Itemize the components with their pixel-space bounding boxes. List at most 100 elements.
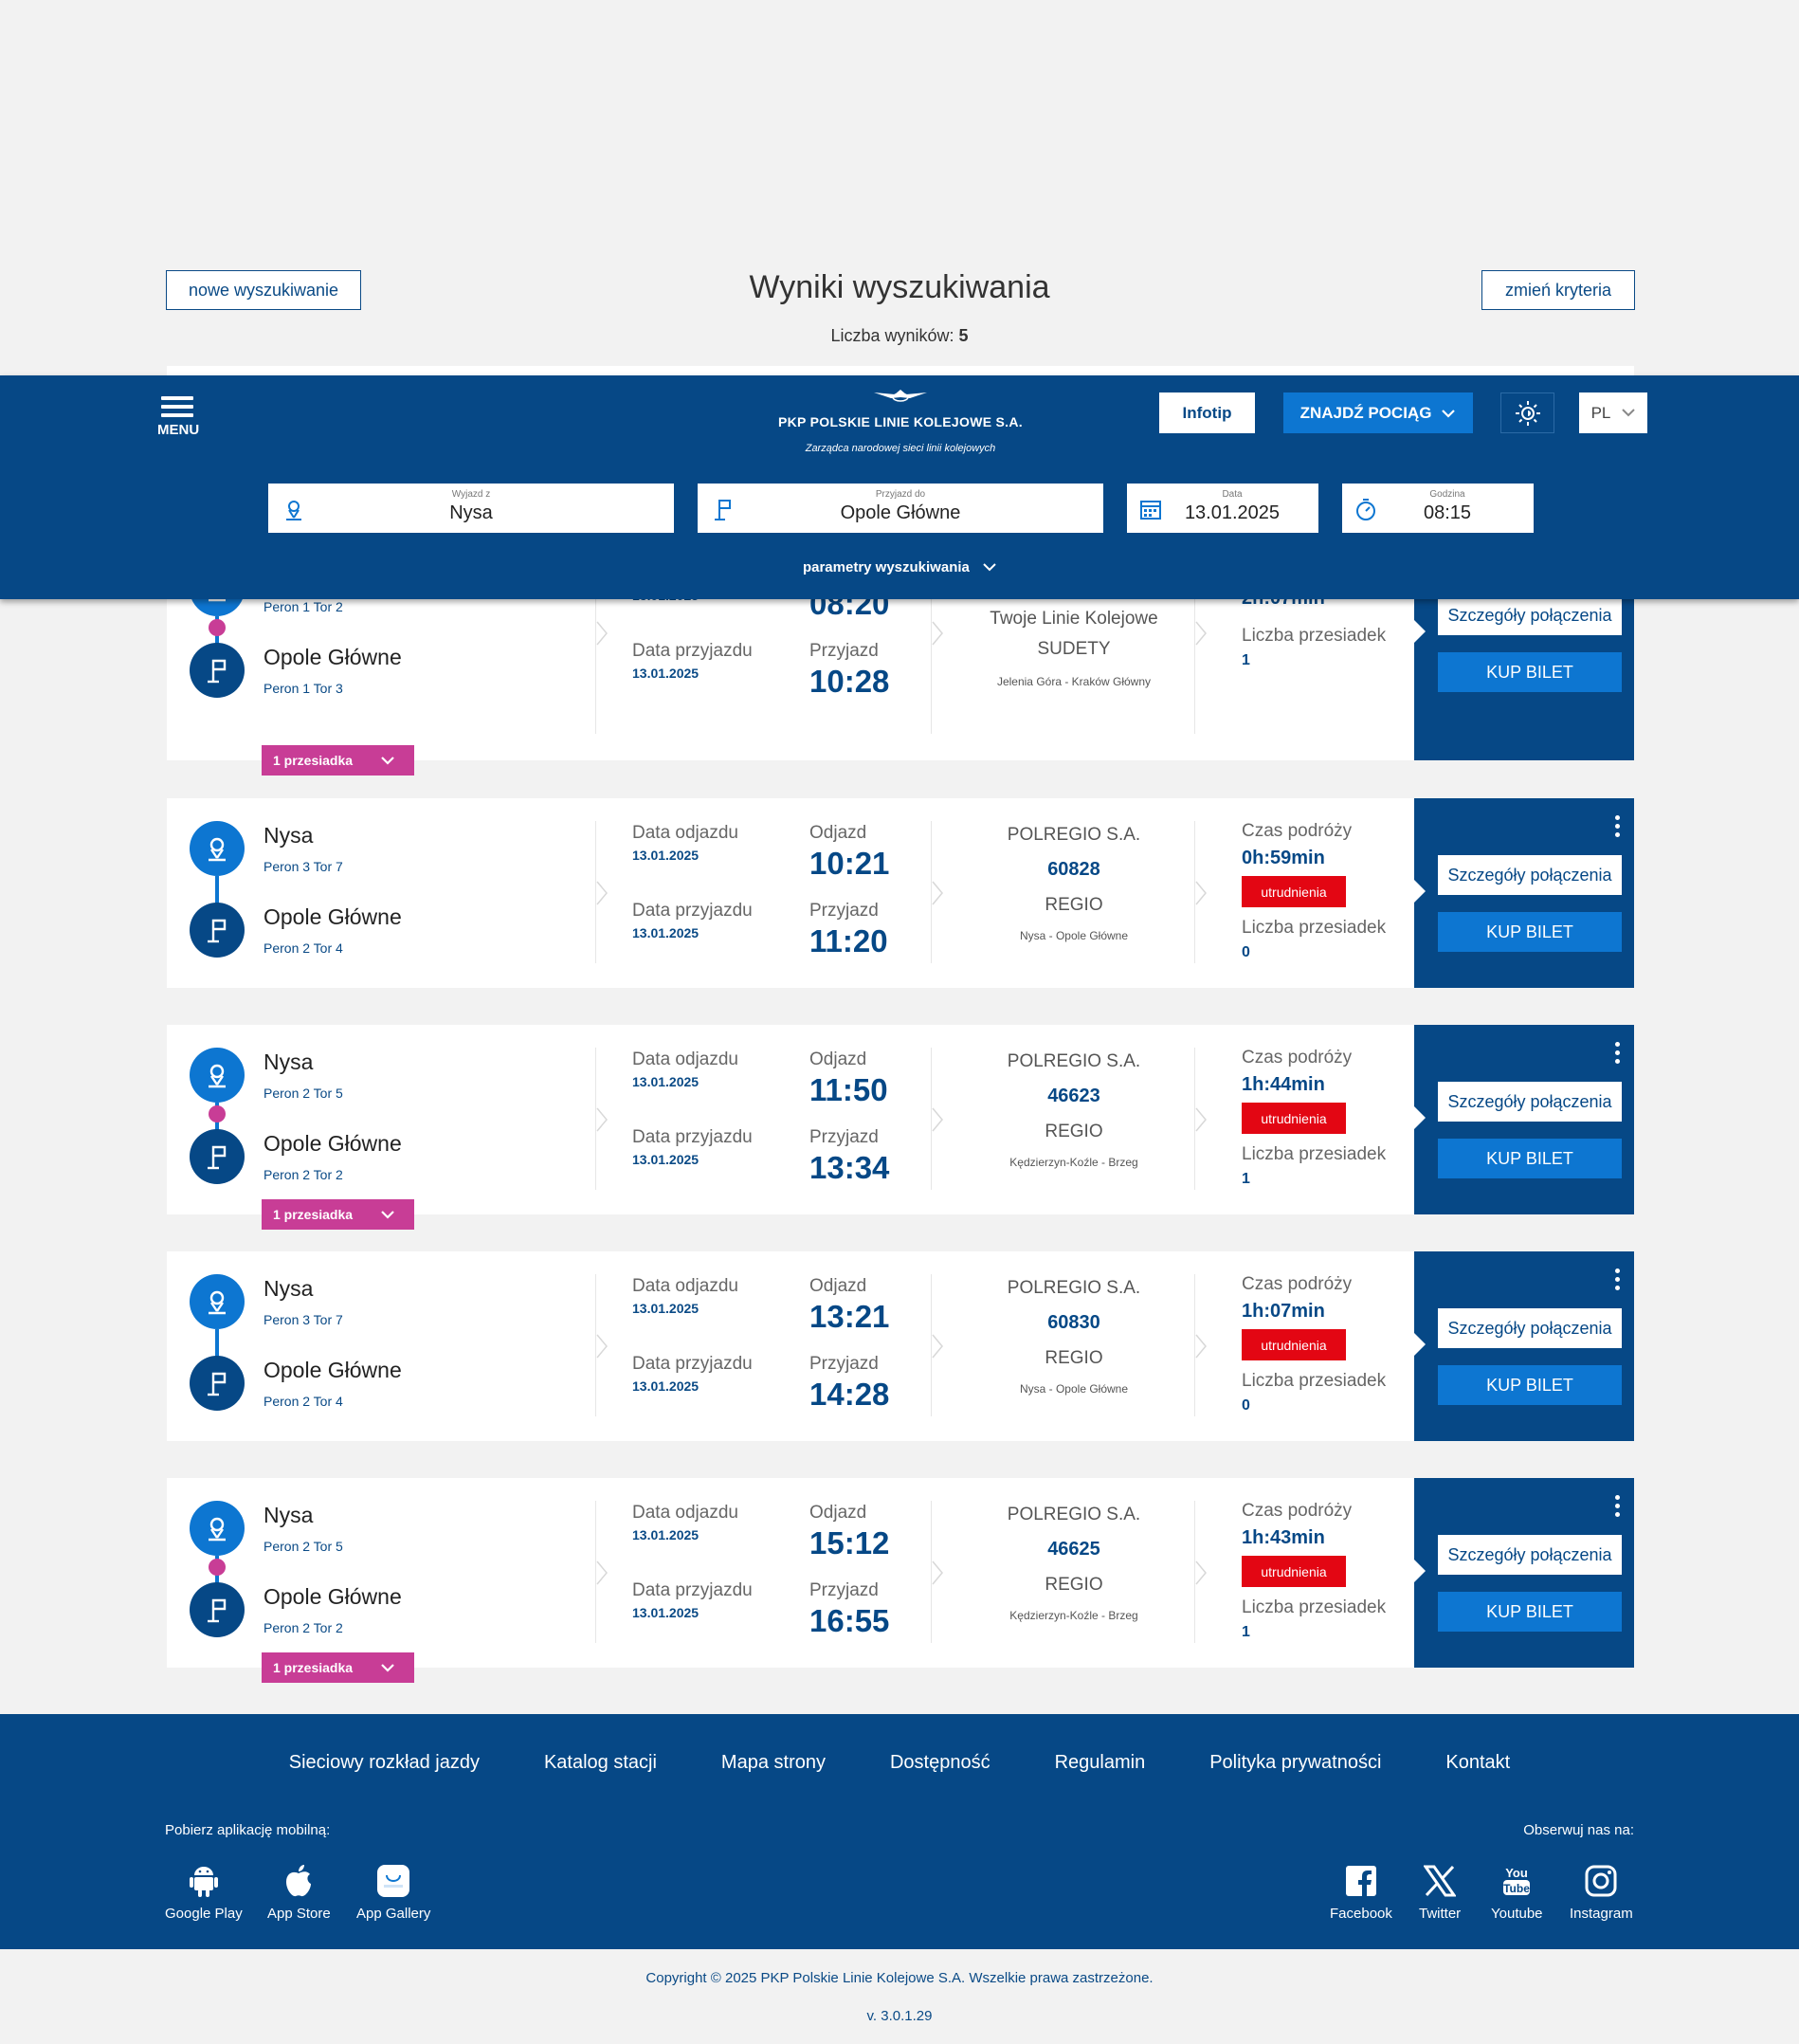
difficulty-badge[interactable]: utrudnienia — [1242, 1329, 1346, 1360]
chevron-right-icon — [931, 620, 944, 647]
sticky-header: MENU PKP POLSKIE LINIE KOLEJOWE S.A. Zar… — [0, 375, 1799, 599]
more-options-icon[interactable] — [1615, 1268, 1621, 1294]
transfer-dot — [209, 1105, 226, 1122]
time-field[interactable]: Godzina 08:15 — [1342, 484, 1534, 533]
footer-link-mapa[interactable]: Mapa strony — [720, 1752, 826, 1773]
facebook-link[interactable]: Facebook — [1330, 1862, 1392, 1922]
footer-link-dostepnosc[interactable]: Dostępność — [889, 1752, 990, 1773]
dep-date-label: Data odjazdu — [632, 1049, 738, 1069]
to-field[interactable]: Przyjazd do Opole Główne — [698, 484, 1103, 533]
chevron-down-icon — [381, 756, 394, 765]
youtube-link[interactable]: You Tube Youtube — [1491, 1862, 1543, 1922]
details-button[interactable]: Szczegóły połączenia — [1438, 595, 1622, 635]
result-card: Nysa Peron 2 Tor 5 Opole Główne Peron 2 Tor… — [167, 1025, 1634, 1214]
dep-date: 13.01.2025 — [632, 1527, 700, 1542]
dep-date-label: Data odjazdu — [632, 1503, 738, 1523]
details-button[interactable]: Szczegóły połączenia — [1438, 1082, 1622, 1122]
chevron-right-icon — [595, 1106, 609, 1133]
details-button[interactable]: Szczegóły połączenia — [1438, 1535, 1622, 1575]
to-platform: Peron 2 Tor 2 — [263, 1167, 343, 1182]
copyright: Copyright © 2025 PKP Polskie Linie Kolej… — [645, 1970, 1154, 1986]
arrival-pin-icon — [190, 1129, 245, 1184]
date-field[interactable]: Data 13.01.2025 — [1127, 484, 1318, 533]
svg-text:Tube: Tube — [1503, 1882, 1530, 1895]
dep-date-label: Data odjazdu — [632, 823, 738, 843]
duration-label: Czas podróży — [1242, 1501, 1353, 1521]
from-platform: Peron 3 Tor 7 — [263, 1312, 343, 1327]
to-station: Opole Główne — [263, 904, 402, 929]
buy-ticket-button[interactable]: KUP BILET — [1438, 1139, 1622, 1178]
footer-link-polityka[interactable]: Polityka prywatności — [1209, 1752, 1382, 1773]
huawei-gallery-icon — [374, 1862, 412, 1900]
new-search-button[interactable]: nowe wyszukiwanie — [166, 270, 361, 310]
from-platform: Peron 1 Tor 2 — [263, 599, 343, 614]
train-number: 60828 — [1047, 859, 1100, 880]
dep-date: 13.01.2025 — [632, 1301, 700, 1316]
actions-panel: Szczegóły połączenia KUP BILET — [1414, 1251, 1634, 1441]
duration-value: 1h:07min — [1242, 1301, 1325, 1322]
chevron-right-icon — [931, 1333, 944, 1360]
footer-link-katalog[interactable]: Katalog stacji — [543, 1752, 657, 1773]
train-number: 60830 — [1047, 1312, 1100, 1333]
from-platform: Peron 2 Tor 5 — [263, 1539, 343, 1554]
from-field[interactable]: Wyjazd z Nysa — [268, 484, 674, 533]
to-platform: Peron 1 Tor 3 — [263, 681, 343, 696]
find-train-button[interactable]: ZNAJDŹ POCIĄG — [1283, 392, 1473, 433]
instagram-link[interactable]: Instagram — [1570, 1862, 1633, 1922]
arr-time: 14:28 — [809, 1377, 890, 1412]
train-category: REGIO — [1045, 1348, 1103, 1368]
difficulty-badge[interactable]: utrudnienia — [1242, 1103, 1346, 1134]
route-column: Nysa Peron 3 Tor 7 Opole Główne Peron 2 Tor… — [167, 1251, 595, 1441]
app-store-link[interactable]: App Store — [267, 1862, 331, 1922]
arr-time-label: Przyjazd — [809, 1354, 879, 1374]
chevron-right-icon — [595, 620, 609, 647]
departure-pin-icon — [190, 1274, 245, 1329]
results-count: Liczba wyników: 5 — [830, 326, 969, 345]
details-button[interactable]: Szczegóły połączenia — [1438, 1308, 1622, 1348]
transfer-toggle-button[interactable]: 1 przesiadka — [262, 745, 414, 776]
more-options-icon[interactable] — [1615, 1042, 1621, 1068]
app-gallery-link[interactable]: App Gallery — [356, 1862, 430, 1922]
infotip-button[interactable]: Infotip — [1159, 392, 1255, 433]
footer-link-kontakt[interactable]: Kontakt — [1445, 1752, 1511, 1773]
search-params-toggle[interactable]: parametry wyszukiwania — [0, 559, 1799, 575]
duration-value: 1h:44min — [1242, 1074, 1325, 1095]
train-line: Twoje Linie Kolejowe — [990, 609, 1158, 629]
difficulty-badge[interactable]: utrudnienia — [1242, 1556, 1346, 1587]
changes-value: 1 — [1242, 1624, 1250, 1640]
duration-label: Czas podróży — [1242, 1048, 1353, 1068]
train-name: SUDETY — [1037, 639, 1111, 659]
facebook-icon — [1342, 1862, 1380, 1900]
language-select[interactable]: PL — [1579, 392, 1647, 433]
buy-ticket-button[interactable]: KUP BILET — [1438, 1592, 1622, 1632]
theme-toggle-button[interactable] — [1500, 392, 1554, 433]
details-button[interactable]: Szczegóły połączenia — [1438, 855, 1622, 895]
pkp-logo[interactable]: PKP POLSKIE LINIE KOLEJOWE S.A. Zarządca… — [777, 387, 1024, 454]
changes-label: Liczba przesiadek — [1242, 1371, 1387, 1391]
changes-label: Liczba przesiadek — [1242, 918, 1387, 938]
more-options-icon[interactable] — [1615, 815, 1621, 841]
buy-ticket-button[interactable]: KUP BILET — [1438, 1365, 1622, 1405]
actions-panel: Szczegóły połączenia KUP BILET — [1414, 798, 1634, 988]
buy-ticket-button[interactable]: KUP BILET — [1438, 912, 1622, 952]
dep-date-label: Data odjazdu — [632, 1276, 738, 1296]
arr-time: 11:20 — [809, 923, 888, 958]
twitter-link[interactable]: Twitter — [1419, 1862, 1461, 1922]
difficulty-badge[interactable]: utrudnienia — [1242, 876, 1346, 907]
footer-link-rozklad[interactable]: Sieciowy rozkład jazdy — [288, 1752, 480, 1773]
to-station: Opole Główne — [263, 1584, 402, 1609]
change-criteria-button[interactable]: zmień kryteria — [1481, 270, 1635, 310]
buy-ticket-button[interactable]: KUP BILET — [1438, 652, 1622, 692]
arrival-pin-icon — [190, 643, 245, 698]
menu-button[interactable]: MENU — [157, 396, 199, 438]
dep-time-label: Odjazd — [809, 1503, 867, 1523]
transfer-toggle-button[interactable]: 1 przesiadka — [262, 1652, 414, 1683]
location-pin-icon — [286, 501, 301, 520]
chevron-right-icon — [1194, 1560, 1208, 1586]
footer-link-regulamin[interactable]: Regulamin — [1054, 1752, 1146, 1773]
arrival-pin-icon — [190, 1356, 245, 1411]
from-station: Nysa — [263, 823, 314, 848]
google-play-link[interactable]: Google Play — [165, 1862, 243, 1922]
more-options-icon[interactable] — [1615, 1495, 1621, 1521]
transfer-toggle-button[interactable]: 1 przesiadka — [262, 1199, 414, 1230]
